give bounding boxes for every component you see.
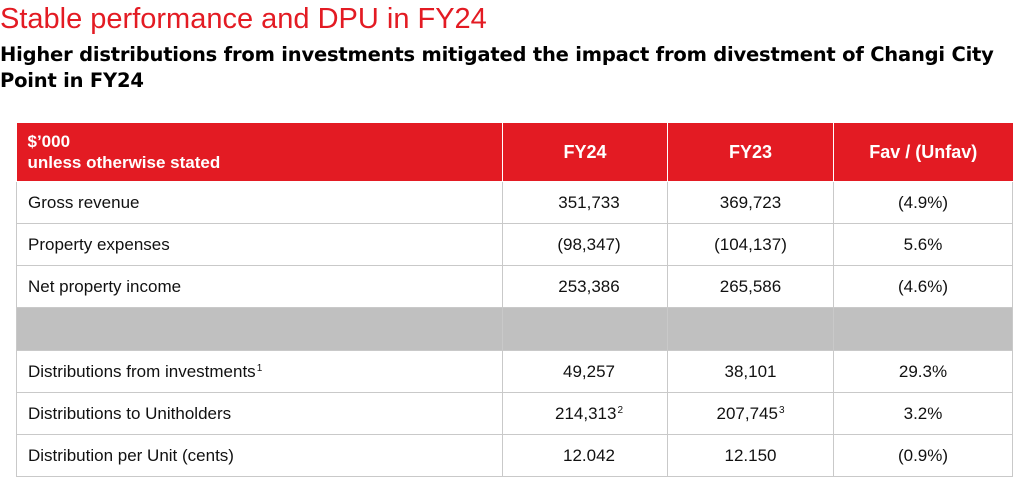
financial-summary-table: $’000 unless otherwise stated FY24 FY23 … [16,123,1013,477]
cell-change: 5.6% [833,223,1013,266]
cell-fy23: 12.150 [667,434,834,477]
cell-fy24: 253,386 [502,265,668,308]
table-spacer-row [16,307,1013,351]
cell-fy23: 265,586 [667,265,834,308]
row-label: Distributions from investments1 [16,350,503,393]
cell-fy24: 214,3132 [502,392,668,435]
table-row-distributions-from-investments: Distributions from investments1 49,257 3… [16,350,1013,393]
cell-change: (4.6%) [833,265,1013,308]
cell-fy24: 351,733 [502,181,668,224]
row-label: Property expenses [16,223,503,266]
spacer-cell [502,307,668,351]
cell-fy23: 369,723 [667,181,834,224]
cell-fy23: 38,101 [667,350,834,393]
cell-change: 3.2% [833,392,1013,435]
unit-header: $’000 unless otherwise stated [16,123,503,182]
page-subtitle: Higher distributions from investments mi… [0,43,994,92]
spacer-cell [16,307,503,351]
footnote-marker: 3 [778,404,785,416]
table-header-row: $’000 unless otherwise stated FY24 FY23 … [16,123,1013,182]
cell-change: (4.9%) [833,181,1013,224]
row-label: Net property income [16,265,503,308]
spacer-cell [833,307,1013,351]
table-row-net-property-income: Net property income 253,386 265,586 (4.6… [16,265,1013,308]
column-header-change: Fav / (Unfav) [833,123,1013,182]
row-label: Distribution per Unit (cents) [16,434,503,477]
cell-fy24: 49,257 [502,350,668,393]
cell-change: (0.9%) [833,434,1013,477]
footnote-marker: 1 [256,362,263,374]
column-header-fy24: FY24 [502,123,668,182]
table-row-distribution-per-unit: Distribution per Unit (cents) 12.042 12.… [16,434,1013,477]
unit-note: unless otherwise stated [27,153,221,172]
page-title: Stable performance and DPU in FY24 [0,3,487,35]
cell-fy24: (98,347) [502,223,668,266]
footnote-marker: 2 [617,404,623,416]
column-header-fy23: FY23 [667,123,834,182]
unit-label: $’000 [27,132,71,151]
cell-fy24: 12.042 [502,434,668,477]
row-label: Distributions to Unitholders [16,392,503,435]
row-label: Gross revenue [16,181,503,224]
table-row-property-expenses: Property expenses (98,347) (104,137) 5.6… [16,223,1013,266]
table-row-gross-revenue: Gross revenue 351,733 369,723 (4.9%) [16,181,1013,224]
spacer-cell [667,307,834,351]
cell-fy23: 207,7453 [667,392,834,435]
cell-change: 29.3% [833,350,1013,393]
table-row-distributions-to-unitholders: Distributions to Unitholders 214,3132 20… [16,392,1013,435]
cell-fy23: (104,137) [667,223,834,266]
